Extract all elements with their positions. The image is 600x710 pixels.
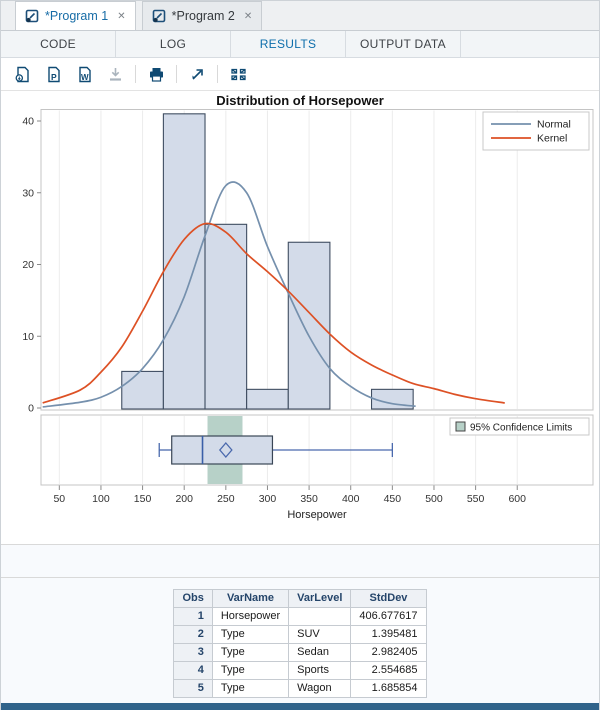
tab-log[interactable]: LOG xyxy=(116,31,231,57)
open-in-new-window-button[interactable] xyxy=(186,63,208,85)
table-cell: Wagon xyxy=(288,679,352,698)
tab-output-data[interactable]: OUTPUT DATA xyxy=(346,31,461,57)
histogram-bar xyxy=(287,241,331,410)
table-cell: 1.685854 xyxy=(350,679,427,698)
ci-legend xyxy=(449,417,590,436)
table-cell: Type xyxy=(211,643,290,662)
curve-legend xyxy=(482,111,590,151)
download-html-button[interactable] xyxy=(11,63,33,85)
bottom-bar xyxy=(1,703,599,710)
box xyxy=(171,435,274,465)
tab-label: *Program 1 xyxy=(45,9,109,23)
section-divider xyxy=(1,545,599,578)
svg-text:450: 450 xyxy=(384,493,402,505)
histogram-bar xyxy=(121,370,164,410)
histogram-bar xyxy=(204,223,248,410)
table-cell: Type xyxy=(211,661,290,680)
curve-kernel xyxy=(42,222,505,404)
tab-program-1[interactable]: *Program 1 ✕ xyxy=(15,1,136,30)
table-row: 5 Type Wagon 1.685854 xyxy=(173,679,427,698)
table-cell: 406.677617 xyxy=(350,607,427,626)
table-cell: Sedan xyxy=(288,643,352,662)
svg-text:W: W xyxy=(81,73,89,82)
toolbar-separator xyxy=(217,65,218,83)
svg-text:0: 0 xyxy=(28,403,34,415)
download-pdf-button[interactable]: P xyxy=(42,63,64,85)
table-cell: Sports xyxy=(288,661,352,680)
obs-cell: 1 xyxy=(173,607,213,626)
chart-title: Distribution of Horsepower xyxy=(216,93,384,108)
table-header-row: Obs VarName VarLevel StdDev xyxy=(173,589,427,608)
distribution-chart: 0 10 20 30 40 Normal Kernel 95% Confidence Limi… xyxy=(22,109,594,521)
histogram-bar xyxy=(246,388,289,410)
table-cell: Horsepower xyxy=(211,607,290,626)
table-cell: SUV xyxy=(288,625,352,644)
tab-results[interactable]: RESULTS xyxy=(231,31,346,57)
svg-text:30: 30 xyxy=(22,187,34,199)
curve-normal xyxy=(42,181,416,408)
histogram-bar xyxy=(370,388,414,410)
svg-text:20: 20 xyxy=(22,259,34,271)
table-cell: 2.982405 xyxy=(350,643,427,662)
svg-text:250: 250 xyxy=(217,493,235,505)
svg-text:Kernel: Kernel xyxy=(537,133,567,145)
svg-text:350: 350 xyxy=(300,493,318,505)
table-cell xyxy=(288,607,352,626)
svg-text:200: 200 xyxy=(175,493,193,505)
stddev-table: Obs VarName VarLevel StdDev 1 Horsepower 406.6… xyxy=(173,589,427,698)
table-header-cell: VarName xyxy=(211,589,290,608)
svg-text:550: 550 xyxy=(467,493,485,505)
program-tab-bar: *Program 1 ✕ *Program 2 ✕ xyxy=(1,1,599,31)
table-cell: 1.395481 xyxy=(350,625,427,644)
svg-text:50: 50 xyxy=(53,493,65,505)
table-cell: 2.554685 xyxy=(350,661,427,680)
svg-text:Normal: Normal xyxy=(537,119,571,131)
download-rtf-button[interactable]: W xyxy=(73,63,95,85)
toolbar-separator xyxy=(176,65,177,83)
table-cell: Type xyxy=(211,625,290,644)
obs-cell: 3 xyxy=(173,643,213,662)
svg-text:10: 10 xyxy=(22,331,34,343)
table-row: 4 Type Sports 2.554685 xyxy=(173,661,427,680)
close-icon[interactable]: ✕ xyxy=(117,10,126,22)
close-icon[interactable]: ✕ xyxy=(243,10,253,22)
table-header-cell: StdDev xyxy=(350,589,427,608)
view-tab-bar: CODE LOG RESULTS OUTPUT DATA xyxy=(1,31,599,58)
svg-text:100: 100 xyxy=(92,493,110,505)
results-panel: Distribution of Horsepower 0 10 20 30 40 Norm… xyxy=(1,90,599,544)
table-header-cell: Obs xyxy=(173,589,213,608)
results-toolbar: P W xyxy=(1,58,599,90)
table-row: 3 Type Sedan 2.982405 xyxy=(173,643,427,662)
download-button-disabled xyxy=(104,63,126,85)
table-row: 2 Type SUV 1.395481 xyxy=(173,625,427,644)
program-file-icon xyxy=(25,9,39,23)
obs-cell: 2 xyxy=(173,625,213,644)
mean-marker xyxy=(218,442,233,458)
tab-code[interactable]: CODE xyxy=(1,31,116,57)
tab-program-2[interactable]: *Program 2 ✕ xyxy=(141,1,263,30)
program-file-icon xyxy=(152,9,166,23)
obs-cell: 4 xyxy=(173,661,213,680)
shrink-view-button[interactable] xyxy=(227,63,249,85)
obs-cell: 5 xyxy=(173,679,213,698)
svg-text:95% Confidence Limits: 95% Confidence Limits xyxy=(470,423,572,434)
svg-text:600: 600 xyxy=(508,493,526,505)
table-header-cell: VarLevel xyxy=(288,589,352,608)
table-row: 1 Horsepower 406.677617 xyxy=(173,607,427,626)
svg-text:500: 500 xyxy=(425,493,443,505)
toolbar-separator xyxy=(135,65,136,83)
tab-label: *Program 2 xyxy=(171,9,235,23)
svg-text:400: 400 xyxy=(342,493,360,505)
svg-text:150: 150 xyxy=(134,493,152,505)
svg-text:P: P xyxy=(51,72,57,82)
table-cell: Type xyxy=(211,679,290,698)
x-axis-label: Horsepower xyxy=(287,509,347,521)
output-table-section: Obs VarName VarLevel StdDev 1 Horsepower 406.6… xyxy=(1,544,599,704)
svg-text:40: 40 xyxy=(22,116,34,128)
svg-text:300: 300 xyxy=(259,493,277,505)
print-button[interactable] xyxy=(145,63,167,85)
